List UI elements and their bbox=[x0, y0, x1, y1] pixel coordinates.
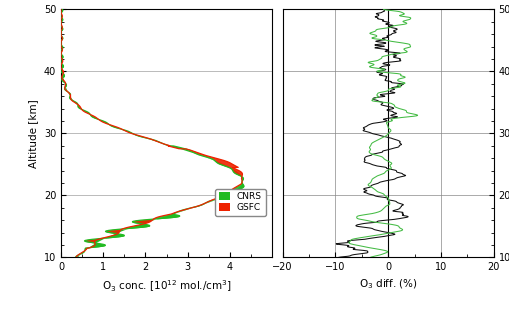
Legend: CNRS, GSFC: CNRS, GSFC bbox=[215, 189, 266, 216]
X-axis label: O$_3$ conc. [10$^{12}$ mol./cm$^3$]: O$_3$ conc. [10$^{12}$ mol./cm$^3$] bbox=[102, 278, 232, 294]
Y-axis label: Altitude [km]: Altitude [km] bbox=[29, 99, 38, 168]
X-axis label: O$_3$ diff. (%): O$_3$ diff. (%) bbox=[359, 278, 418, 291]
